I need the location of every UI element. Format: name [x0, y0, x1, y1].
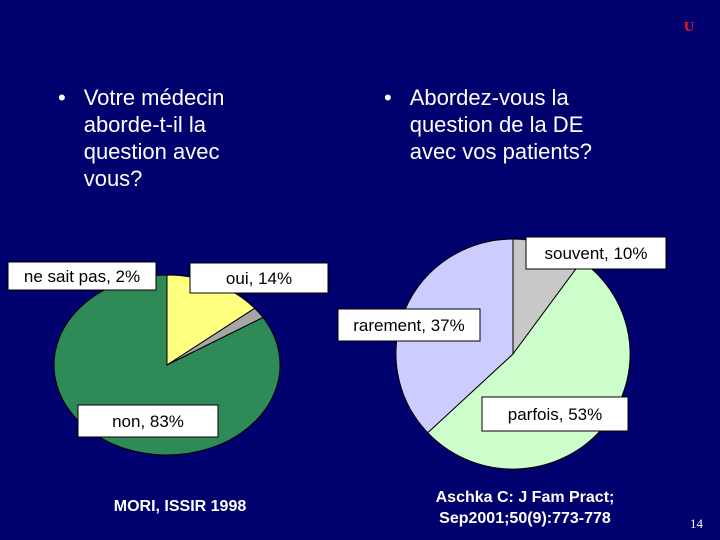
question-left: • Votre médecin aborde-t-il la question … [58, 84, 278, 192]
svg-text:ne sait pas, 2%: ne sait pas, 2% [24, 267, 140, 286]
pie-chart-right: souvent, 10% parfois, 53% rarement, 37% [337, 236, 667, 470]
question-right-text: Abordez-vous la question de la DE avec v… [409, 85, 592, 164]
source-right: Aschka C: J Fam Pract; Sep2001;50(9):773… [410, 487, 640, 529]
source-right-line1: Aschka C: J Fam Pract; [435, 489, 615, 506]
data-label-ne-sait-pas: ne sait pas, 2% [7, 261, 157, 291]
bullet-icon: • [58, 85, 66, 110]
data-label-souvent: souvent, 10% [525, 236, 667, 270]
svg-text:souvent, 10%: souvent, 10% [544, 244, 647, 263]
data-label-non: non, 83% [77, 404, 219, 438]
question-left-text: Votre médecin aborde-t-il la question av… [83, 85, 225, 191]
data-label-oui: oui, 14% [189, 262, 329, 294]
source-left: MORI, ISSIR 1998 [113, 498, 247, 515]
svg-text:oui, 14%: oui, 14% [226, 269, 292, 288]
bullet-icon: • [384, 85, 392, 110]
svg-text:non, 83%: non, 83% [112, 412, 184, 431]
data-label-parfois: parfois, 53% [481, 396, 629, 432]
svg-text:parfois, 53%: parfois, 53% [508, 405, 603, 424]
question-right: • Abordez-vous la question de la DE avec… [384, 84, 634, 165]
data-label-rarement: rarement, 37% [337, 308, 481, 342]
svg-text:rarement, 37%: rarement, 37% [353, 316, 465, 335]
pie-chart-left: ne sait pas, 2% oui, 14% non, 83% [7, 261, 329, 456]
corner-mark: U [684, 20, 695, 35]
source-right-line2: Sep2001;50(9):773-778 [439, 510, 611, 527]
page-number: 14 [690, 516, 703, 531]
